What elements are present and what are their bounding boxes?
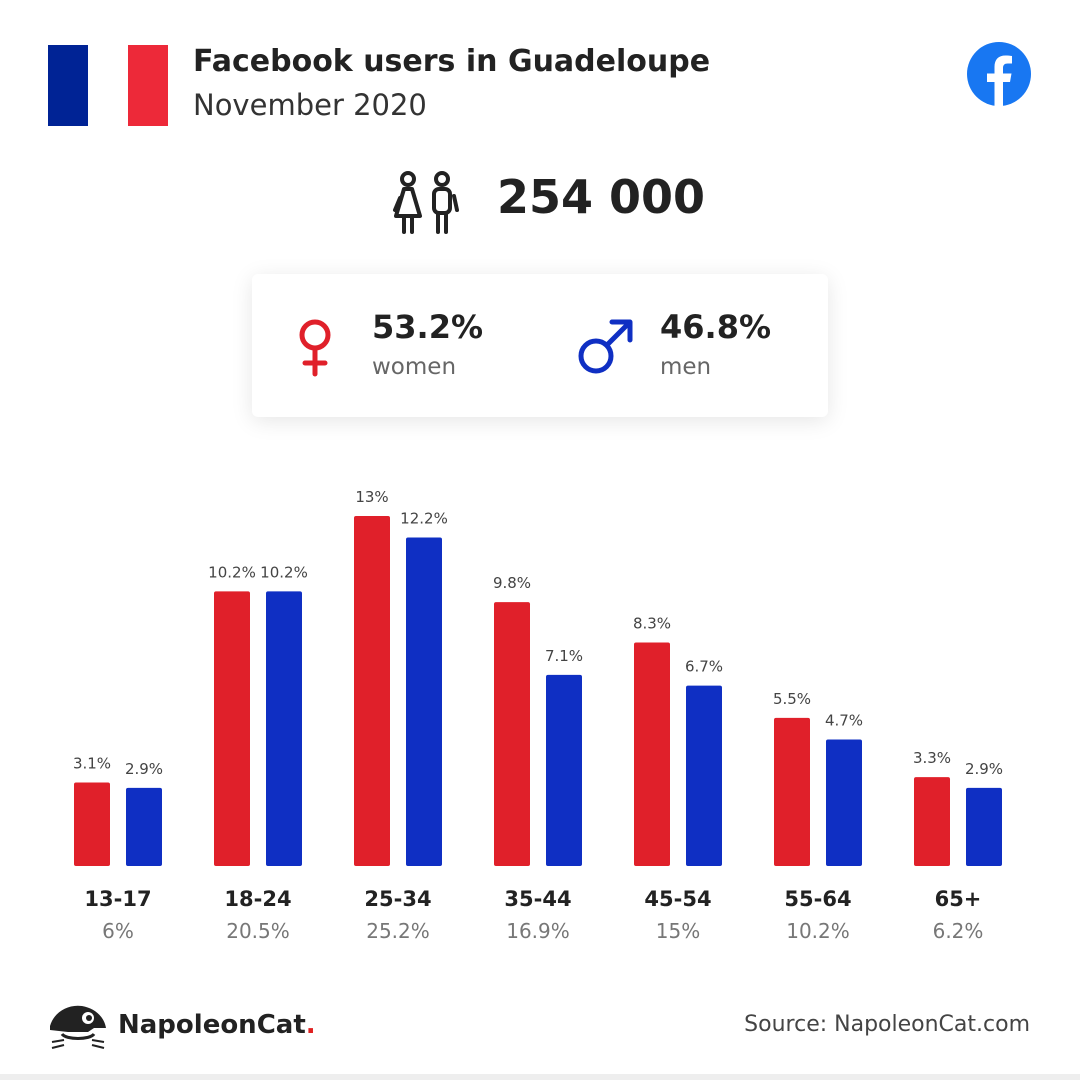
flag-red-stripe <box>128 45 168 126</box>
bar-value-label: 12.2% <box>400 510 448 528</box>
people-icon <box>393 171 459 234</box>
men-label: men <box>660 354 712 380</box>
napoleoncat-logo-icon <box>50 1005 106 1049</box>
bar <box>266 591 302 866</box>
bar <box>634 642 670 866</box>
bar-value-label: 3.3% <box>913 749 951 767</box>
bar-value-label: 2.9% <box>965 760 1003 778</box>
age-gender-bar-chart: 3.1% 2.9%13-176%10.2% 10.2%18-2420.5%13%12… <box>73 488 1003 943</box>
women-percentage: 53.2% <box>372 308 484 346</box>
bar-value-label: 13% <box>355 488 388 506</box>
chart-subtitle: November 2020 <box>193 88 427 122</box>
bar <box>494 602 530 866</box>
bar <box>774 717 810 866</box>
bar-value-label: 9.8% <box>493 574 531 592</box>
brand-dot: . <box>305 1010 316 1040</box>
male-symbol-icon <box>578 319 633 374</box>
source-credit: Source: NapoleonCat.com <box>744 1012 1030 1037</box>
bar <box>826 739 862 866</box>
bar-value-label: 6.7% <box>685 658 723 676</box>
bar-value-label: 10.2% <box>260 563 308 581</box>
bar <box>354 516 390 866</box>
x-tick-label: 18-24 <box>224 887 291 911</box>
bar-value-label: 4.7% <box>825 711 863 729</box>
bar <box>74 782 110 866</box>
bar <box>966 787 1002 866</box>
bar-value-label: 3.1% <box>73 755 111 773</box>
bar <box>546 674 582 866</box>
brand-name: NapoleonCat. <box>118 1010 316 1040</box>
bar-value-label: 2.9% <box>125 760 163 778</box>
facebook-icon <box>967 42 1031 106</box>
bar <box>686 685 722 866</box>
france-flag <box>48 45 168 126</box>
chart-title: Facebook users in Guadeloupe <box>193 44 711 79</box>
flag-blue-stripe <box>48 45 88 126</box>
brand-name-text: NapoleonCat <box>118 1010 306 1040</box>
men-percentage: 46.8% <box>660 308 772 346</box>
x-tick-label: 45-54 <box>644 887 711 911</box>
x-tick-label: 25-34 <box>364 887 431 911</box>
female-symbol-icon <box>299 319 331 377</box>
women-label: women <box>372 354 457 380</box>
bar <box>406 537 442 866</box>
x-tick-label: 13-17 <box>84 887 151 911</box>
category-total-label: 16.9% <box>506 919 570 943</box>
bar-value-label: 7.1% <box>545 647 583 665</box>
category-total-label: 25.2% <box>366 919 430 943</box>
gender-card: 53.2% women 46.8% men <box>252 274 828 417</box>
bar-value-label: 5.5% <box>773 690 811 708</box>
x-tick-label: 65+ <box>935 887 982 911</box>
x-tick-label: 35-44 <box>504 887 571 911</box>
category-total-label: 15% <box>656 919 700 943</box>
bar-value-label: 10.2% <box>208 563 256 581</box>
category-total-label: 6.2% <box>933 919 984 943</box>
bar <box>126 787 162 866</box>
bar-value-label: 8.3% <box>633 615 671 633</box>
bar <box>914 777 950 866</box>
category-total-label: 20.5% <box>226 919 290 943</box>
total-users-value: 254 000 <box>497 170 706 224</box>
category-total-label: 10.2% <box>786 919 850 943</box>
category-total-label: 6% <box>102 919 134 943</box>
x-tick-label: 55-64 <box>784 887 851 911</box>
bar <box>214 591 250 866</box>
bottom-strip <box>0 1074 1080 1080</box>
